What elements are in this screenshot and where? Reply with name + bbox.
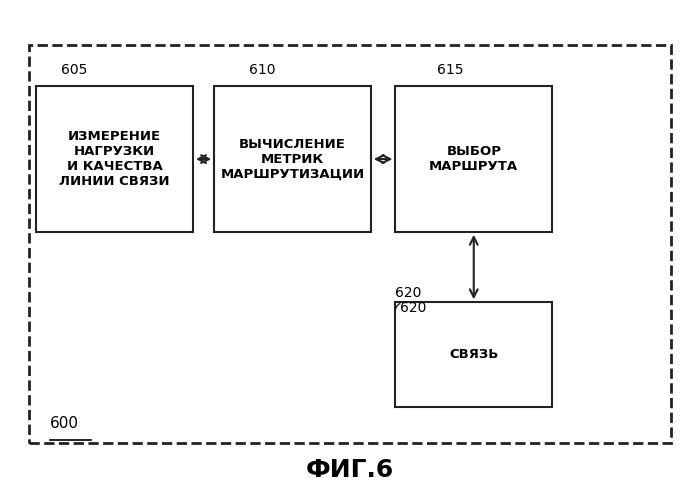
Text: 600: 600	[50, 416, 79, 431]
FancyBboxPatch shape	[395, 302, 552, 407]
FancyBboxPatch shape	[36, 86, 193, 232]
Text: 605: 605	[61, 62, 87, 77]
Text: СВЯЗЬ: СВЯЗЬ	[449, 348, 498, 361]
Text: 610: 610	[249, 62, 275, 77]
Text: ИЗМЕРЕНИЕ
НАГРУЗКИ
И КАЧЕСТВА
ЛИНИИ СВЯЗИ: ИЗМЕРЕНИЕ НАГРУЗКИ И КАЧЕСТВА ЛИНИИ СВЯЗ…	[60, 130, 170, 188]
Text: 620: 620	[395, 286, 421, 300]
Text: ВЫЧИСЛЕНИЕ
МЕТРИК
МАРШРУТИЗАЦИИ: ВЫЧИСЛЕНИЕ МЕТРИК МАРШРУТИЗАЦИИ	[220, 138, 365, 181]
FancyBboxPatch shape	[214, 86, 371, 232]
Text: ВЫБОР
МАРШРУТА: ВЫБОР МАРШРУТА	[429, 145, 518, 173]
FancyBboxPatch shape	[395, 86, 552, 232]
Text: 620: 620	[400, 301, 426, 315]
Text: ФИГ.6: ФИГ.6	[306, 458, 394, 482]
Text: 615: 615	[438, 62, 463, 77]
